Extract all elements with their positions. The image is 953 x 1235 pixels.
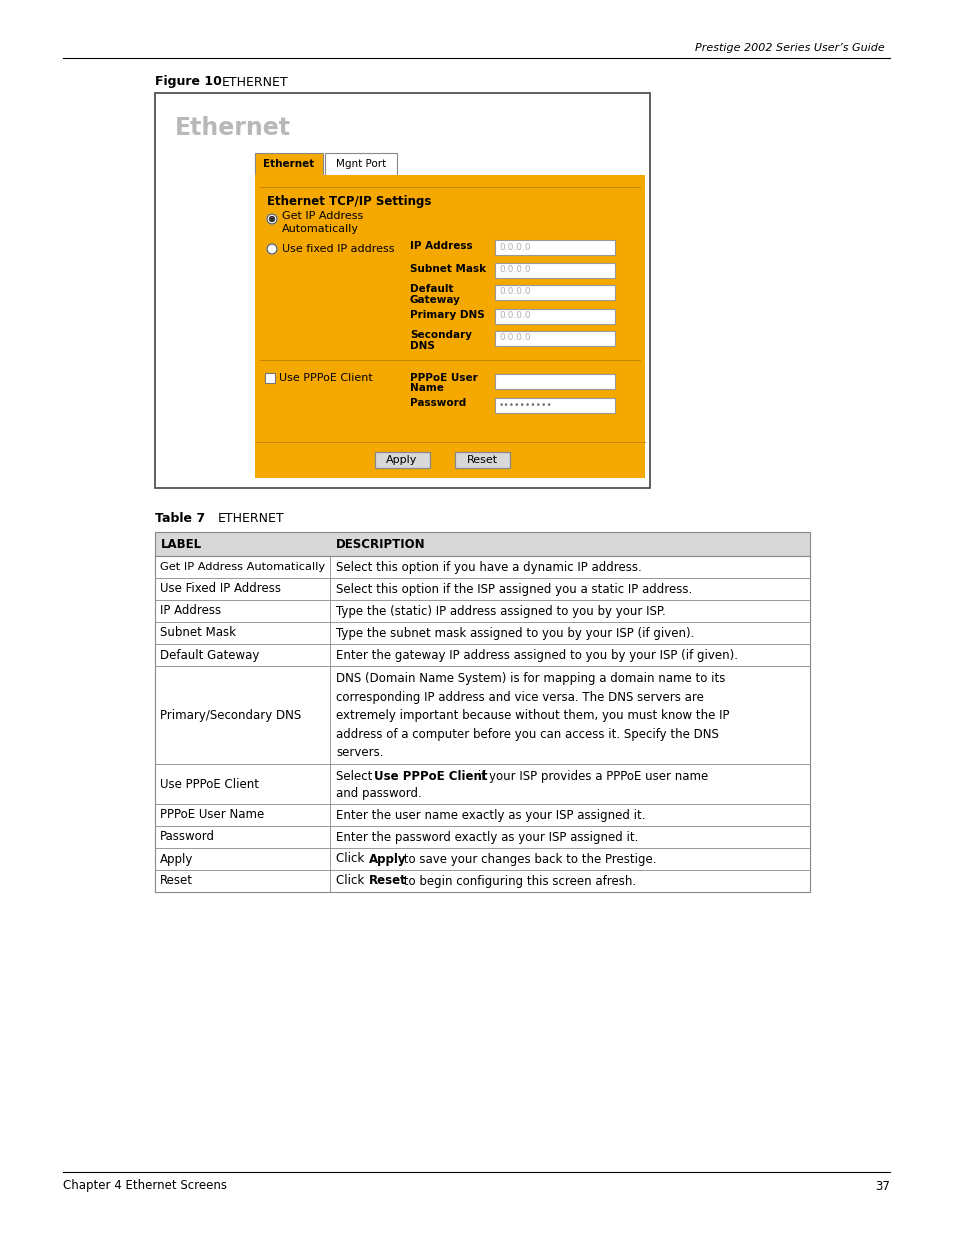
Text: Type the (static) IP address assigned to you by your ISP.: Type the (static) IP address assigned to… [335,604,665,618]
Text: Select this option if the ISP assigned you a static IP address.: Select this option if the ISP assigned y… [335,583,692,595]
Bar [495,285,615,300]
Text: Prestige 2002 Series User’s Guide: Prestige 2002 Series User’s Guide [695,43,884,53]
Text: Ethernet: Ethernet [174,116,291,140]
Text: IP Address: IP Address [410,241,472,251]
Bar [154,804,809,826]
Bar [154,622,809,643]
Text: LABEL: LABEL [161,537,202,551]
Bar [154,848,809,869]
Text: Default: Default [410,284,453,294]
Bar [254,153,323,175]
Text: Ethernet: Ethernet [263,159,314,169]
Text: Use PPPoE Client: Use PPPoE Client [278,373,373,383]
Text: 0.0.0.0: 0.0.0.0 [498,311,530,321]
Bar [455,452,510,468]
Bar [254,175,644,478]
Text: Gateway: Gateway [410,295,460,305]
Text: Select this option if you have a dynamic IP address.: Select this option if you have a dynamic… [335,561,641,573]
Bar [154,93,649,488]
Text: Name: Name [410,383,443,393]
Text: Select: Select [335,769,375,783]
Text: Apply: Apply [369,852,406,866]
Text: Reset: Reset [160,874,193,888]
Text: 0.0.0.0: 0.0.0.0 [498,266,530,274]
Text: 0.0.0.0: 0.0.0.0 [498,288,530,296]
Text: Get IP Address: Get IP Address [282,211,363,221]
Text: PPPoE User: PPPoE User [410,373,477,383]
Text: Primary DNS: Primary DNS [410,310,484,320]
Text: Default Gateway: Default Gateway [160,648,259,662]
Text: Click: Click [335,874,368,888]
Bar [154,869,809,892]
Text: Automatically: Automatically [282,224,358,233]
Text: DNS: DNS [410,341,435,351]
Text: Subnet Mask: Subnet Mask [160,626,235,640]
Text: 0.0.0.0: 0.0.0.0 [498,242,530,252]
Bar [154,556,809,578]
Text: Secondary: Secondary [410,330,472,340]
Text: ETHERNET: ETHERNET [222,75,289,89]
Text: PPPoE User Name: PPPoE User Name [160,809,264,821]
Text: DNS (Domain Name System) is for mapping a domain name to its: DNS (Domain Name System) is for mapping … [335,672,724,685]
Bar [154,600,809,622]
Bar [375,452,430,468]
Circle shape [267,214,276,224]
Text: Reset: Reset [369,874,406,888]
Text: Primary/Secondary DNS: Primary/Secondary DNS [160,709,301,721]
Text: Use Fixed IP Address: Use Fixed IP Address [160,583,281,595]
Text: address of a computer before you can access it. Specify the DNS: address of a computer before you can acc… [335,727,719,741]
Text: Type the subnet mask assigned to you by your ISP (if given).: Type the subnet mask assigned to you by … [335,626,694,640]
Text: corresponding IP address and vice versa. The DNS servers are: corresponding IP address and vice versa.… [335,690,703,704]
Text: Table 7: Table 7 [154,511,205,525]
Text: Figure 10: Figure 10 [154,75,222,89]
Text: if your ISP provides a PPPoE user name: if your ISP provides a PPPoE user name [474,769,707,783]
Bar [495,309,615,324]
Text: extremely important because without them, you must know the IP: extremely important because without them… [335,709,729,722]
Circle shape [267,245,276,254]
Text: to begin configuring this screen afresh.: to begin configuring this screen afresh. [399,874,636,888]
Text: Mgnt Port: Mgnt Port [335,159,386,169]
Text: DESCRIPTION: DESCRIPTION [335,537,425,551]
Bar [154,578,809,600]
Bar [495,398,615,412]
Bar [265,373,274,383]
Text: Ethernet TCP/IP Settings: Ethernet TCP/IP Settings [267,194,431,207]
Bar [495,374,615,389]
Text: 0.0.0.0: 0.0.0.0 [498,333,530,342]
Text: ••••••••••: •••••••••• [498,400,552,410]
Text: Password: Password [160,830,214,844]
Bar [154,532,809,556]
Text: Use PPPoE Client: Use PPPoE Client [375,769,488,783]
Text: Get IP Address Automatically: Get IP Address Automatically [160,562,325,572]
Text: 37: 37 [874,1179,889,1193]
Text: and password.: and password. [335,787,421,800]
Text: Reset: Reset [466,454,497,466]
Text: Enter the user name exactly as your ISP assigned it.: Enter the user name exactly as your ISP … [335,809,645,821]
Text: Enter the password exactly as your ISP assigned it.: Enter the password exactly as your ISP a… [335,830,638,844]
Bar [495,240,615,254]
Bar [154,666,809,764]
Text: ETHERNET: ETHERNET [218,511,284,525]
Text: Enter the gateway IP address assigned to you by your ISP (if given).: Enter the gateway IP address assigned to… [335,648,738,662]
Text: Chapter 4 Ethernet Screens: Chapter 4 Ethernet Screens [63,1179,227,1193]
Text: Click: Click [335,852,368,866]
Text: Apply: Apply [386,454,417,466]
Bar [154,532,809,556]
Text: Use fixed IP address: Use fixed IP address [282,245,395,254]
Text: IP Address: IP Address [160,604,221,618]
Bar [325,153,396,175]
Text: Apply: Apply [160,852,193,866]
Bar [495,263,615,278]
Text: to save your changes back to the Prestige.: to save your changes back to the Prestig… [399,852,656,866]
Bar [154,826,809,848]
Bar [154,643,809,666]
Circle shape [269,216,274,221]
Text: servers.: servers. [335,746,383,760]
Bar [154,764,809,804]
Bar [495,331,615,346]
Text: Use PPPoE Client: Use PPPoE Client [160,778,258,790]
Text: Subnet Mask: Subnet Mask [410,264,486,274]
Text: Password: Password [410,398,466,408]
